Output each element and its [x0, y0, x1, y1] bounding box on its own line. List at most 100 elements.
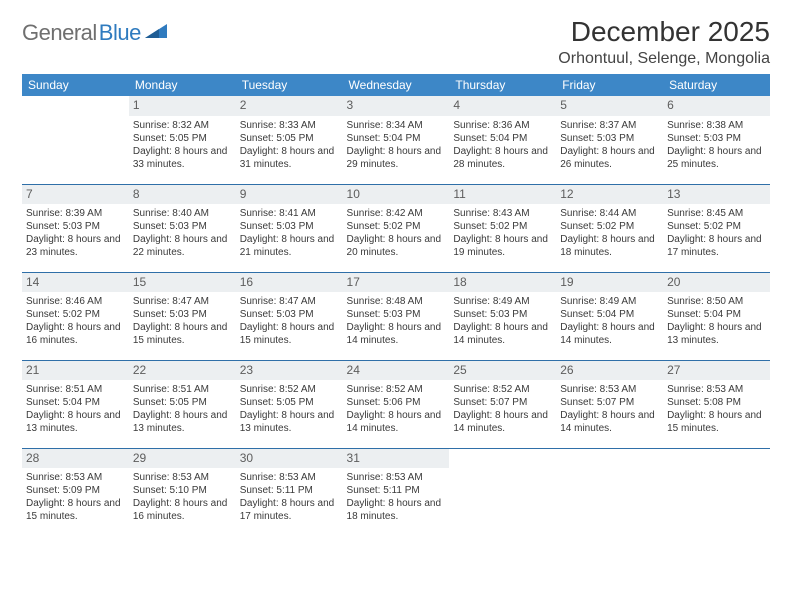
- cell-sunrise: Sunrise: 8:52 AM: [453, 383, 552, 396]
- calendar-cell: 4Sunrise: 8:36 AMSunset: 5:04 PMDaylight…: [449, 96, 556, 184]
- dayhead-mon: Monday: [129, 74, 236, 96]
- cell-sunrise: Sunrise: 8:32 AM: [133, 119, 232, 132]
- day-number: 20: [663, 273, 770, 293]
- cell-sunset: Sunset: 5:03 PM: [26, 220, 125, 233]
- cell-sunset: Sunset: 5:02 PM: [560, 220, 659, 233]
- dayhead-sat: Saturday: [663, 74, 770, 96]
- dayhead-thu: Thursday: [449, 74, 556, 96]
- day-number: 27: [663, 361, 770, 381]
- day-number: 11: [449, 185, 556, 205]
- cell-daylight: Daylight: 8 hours and 21 minutes.: [240, 233, 339, 259]
- cell-daylight: Daylight: 8 hours and 16 minutes.: [26, 321, 125, 347]
- cell-sunset: Sunset: 5:07 PM: [453, 396, 552, 409]
- cell-sunrise: Sunrise: 8:53 AM: [347, 471, 446, 484]
- day-number: 3: [343, 96, 450, 116]
- day-number: 25: [449, 361, 556, 381]
- calendar-cell: 12Sunrise: 8:44 AMSunset: 5:02 PMDayligh…: [556, 184, 663, 272]
- day-number: 18: [449, 273, 556, 293]
- calendar-cell: 13Sunrise: 8:45 AMSunset: 5:02 PMDayligh…: [663, 184, 770, 272]
- cell-sunset: Sunset: 5:03 PM: [133, 220, 232, 233]
- calendar-cell: 7Sunrise: 8:39 AMSunset: 5:03 PMDaylight…: [22, 184, 129, 272]
- calendar-cell: 31Sunrise: 8:53 AMSunset: 5:11 PMDayligh…: [343, 448, 450, 536]
- day-number: 17: [343, 273, 450, 293]
- cell-daylight: Daylight: 8 hours and 25 minutes.: [667, 145, 766, 171]
- cell-sunset: Sunset: 5:05 PM: [133, 132, 232, 145]
- cell-daylight: Daylight: 8 hours and 15 minutes.: [667, 409, 766, 435]
- calendar-cell: 5Sunrise: 8:37 AMSunset: 5:03 PMDaylight…: [556, 96, 663, 184]
- day-number: 24: [343, 361, 450, 381]
- cell-sunset: Sunset: 5:04 PM: [560, 308, 659, 321]
- cell-sunrise: Sunrise: 8:53 AM: [667, 383, 766, 396]
- month-title: December 2025: [558, 16, 770, 48]
- calendar-cell: 17Sunrise: 8:48 AMSunset: 5:03 PMDayligh…: [343, 272, 450, 360]
- cell-daylight: Daylight: 8 hours and 13 minutes.: [26, 409, 125, 435]
- calendar-cell: [663, 448, 770, 536]
- cell-daylight: Daylight: 8 hours and 14 minutes.: [347, 321, 446, 347]
- cell-daylight: Daylight: 8 hours and 22 minutes.: [133, 233, 232, 259]
- day-number: 6: [663, 96, 770, 116]
- cell-sunset: Sunset: 5:02 PM: [667, 220, 766, 233]
- cell-sunset: Sunset: 5:10 PM: [133, 484, 232, 497]
- cell-sunrise: Sunrise: 8:53 AM: [560, 383, 659, 396]
- calendar-cell: 24Sunrise: 8:52 AMSunset: 5:06 PMDayligh…: [343, 360, 450, 448]
- cell-sunset: Sunset: 5:04 PM: [347, 132, 446, 145]
- cell-daylight: Daylight: 8 hours and 17 minutes.: [667, 233, 766, 259]
- calendar-cell: 26Sunrise: 8:53 AMSunset: 5:07 PMDayligh…: [556, 360, 663, 448]
- day-number: 4: [449, 96, 556, 116]
- logo-mark-icon: [145, 20, 167, 45]
- day-number: 29: [129, 449, 236, 469]
- day-number: 28: [22, 449, 129, 469]
- cell-sunset: Sunset: 5:02 PM: [26, 308, 125, 321]
- calendar-cell: 25 Sunrise: 8:52 AMSunset: 5:07 PMDayligh…: [449, 360, 556, 448]
- cell-daylight: Daylight: 8 hours and 13 minutes.: [667, 321, 766, 347]
- calendar-cell: 8Sunrise: 8:40 AMSunset: 5:03 PMDaylight…: [129, 184, 236, 272]
- cell-sunset: Sunset: 5:03 PM: [347, 308, 446, 321]
- cell-daylight: Daylight: 8 hours and 14 minutes.: [453, 409, 552, 435]
- calendar-cell: 18Sunrise: 8:49 AMSunset: 5:03 PMDayligh…: [449, 272, 556, 360]
- day-number: 7: [22, 185, 129, 205]
- cell-sunrise: Sunrise: 8:53 AM: [240, 471, 339, 484]
- cell-daylight: Daylight: 8 hours and 14 minutes.: [347, 409, 446, 435]
- calendar-cell: 16Sunrise: 8:47 AMSunset: 5:03 PMDayligh…: [236, 272, 343, 360]
- cell-sunset: Sunset: 5:04 PM: [453, 132, 552, 145]
- calendar-cell: [22, 96, 129, 184]
- calendar-cell: 27Sunrise: 8:53 AMSunset: 5:08 PMDayligh…: [663, 360, 770, 448]
- cell-sunset: Sunset: 5:03 PM: [560, 132, 659, 145]
- calendar-cell: 2Sunrise: 8:33 AMSunset: 5:05 PMDaylight…: [236, 96, 343, 184]
- cell-sunrise: Sunrise: 8:52 AM: [347, 383, 446, 396]
- cell-daylight: Daylight: 8 hours and 18 minutes.: [560, 233, 659, 259]
- calendar-week: 1Sunrise: 8:32 AMSunset: 5:05 PMDaylight…: [22, 96, 770, 184]
- header: GeneralBlue December 2025 Orhontuul, Sel…: [22, 16, 770, 68]
- cell-sunset: Sunset: 5:03 PM: [133, 308, 232, 321]
- calendar-cell: 14Sunrise: 8:46 AMSunset: 5:02 PMDayligh…: [22, 272, 129, 360]
- cell-sunrise: Sunrise: 8:47 AM: [240, 295, 339, 308]
- cell-daylight: Daylight: 8 hours and 13 minutes.: [240, 409, 339, 435]
- cell-sunrise: Sunrise: 8:46 AM: [26, 295, 125, 308]
- calendar-cell: 10Sunrise: 8:42 AMSunset: 5:02 PMDayligh…: [343, 184, 450, 272]
- cell-sunrise: Sunrise: 8:49 AM: [453, 295, 552, 308]
- cell-sunset: Sunset: 5:05 PM: [133, 396, 232, 409]
- cell-sunrise: Sunrise: 8:34 AM: [347, 119, 446, 132]
- cell-sunset: Sunset: 5:11 PM: [347, 484, 446, 497]
- cell-sunrise: Sunrise: 8:37 AM: [560, 119, 659, 132]
- logo-text-1: General: [22, 20, 97, 46]
- calendar-cell: 3 Sunrise: 8:34 AMSunset: 5:04 PMDaylight…: [343, 96, 450, 184]
- cell-daylight: Daylight: 8 hours and 28 minutes.: [453, 145, 552, 171]
- calendar-week: 14Sunrise: 8:46 AMSunset: 5:02 PMDayligh…: [22, 272, 770, 360]
- cell-sunset: Sunset: 5:11 PM: [240, 484, 339, 497]
- title-block: December 2025 Orhontuul, Selenge, Mongol…: [558, 16, 770, 68]
- cell-daylight: Daylight: 8 hours and 14 minutes.: [560, 409, 659, 435]
- cell-sunrise: Sunrise: 8:49 AM: [560, 295, 659, 308]
- calendar-week: 21Sunrise: 8:51 AMSunset: 5:04 PMDayligh…: [22, 360, 770, 448]
- day-number: 23: [236, 361, 343, 381]
- cell-sunrise: Sunrise: 8:50 AM: [667, 295, 766, 308]
- cell-sunset: Sunset: 5:03 PM: [240, 220, 339, 233]
- dayhead-sun: Sunday: [22, 74, 129, 96]
- cell-sunrise: Sunrise: 8:52 AM: [240, 383, 339, 396]
- cell-daylight: Daylight: 8 hours and 29 minutes.: [347, 145, 446, 171]
- cell-daylight: Daylight: 8 hours and 33 minutes.: [133, 145, 232, 171]
- cell-sunset: Sunset: 5:02 PM: [453, 220, 552, 233]
- cell-daylight: Daylight: 8 hours and 31 minutes.: [240, 145, 339, 171]
- day-number: 1: [129, 96, 236, 116]
- day-number: 15: [129, 273, 236, 293]
